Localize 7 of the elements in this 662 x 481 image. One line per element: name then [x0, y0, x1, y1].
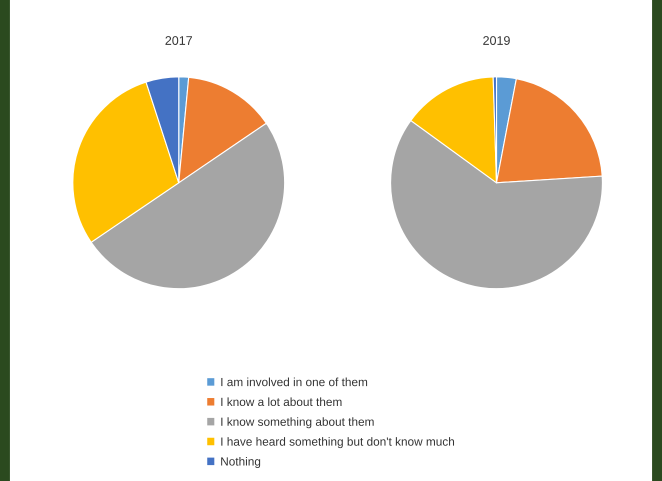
legend-label: I have heard something but don't know much	[221, 437, 454, 448]
legend-label: I know something about them	[221, 417, 374, 428]
legend-label: I am involved in one of them	[221, 378, 368, 386]
legend-label: Nothing	[221, 456, 260, 468]
slice-label: 2017	[165, 36, 192, 45]
slice-label: 2019	[483, 36, 510, 45]
legend-label: I know a lot about them	[221, 397, 342, 406]
